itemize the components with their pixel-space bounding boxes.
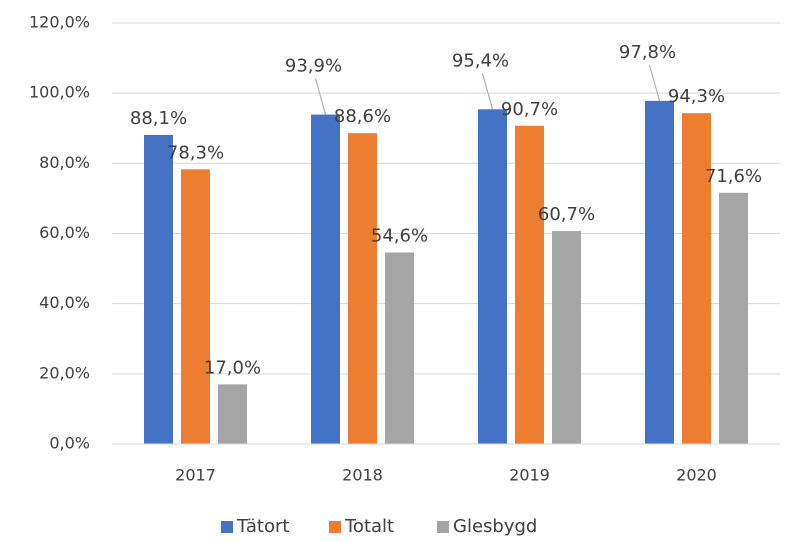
- value-label: 60,7%: [538, 204, 595, 225]
- bar: [552, 231, 581, 444]
- x-tick-label: 2017: [175, 466, 216, 485]
- bar: [311, 114, 340, 444]
- legend-label: Tätort: [236, 516, 289, 537]
- y-tick-label: 80,0%: [39, 153, 90, 172]
- value-label: 17,0%: [204, 357, 261, 378]
- bar: [385, 252, 414, 444]
- leader-line: [315, 78, 326, 115]
- legend-swatch: [221, 521, 233, 533]
- bar: [348, 133, 377, 444]
- bar: [144, 134, 173, 444]
- x-tick-label: 2019: [509, 466, 550, 485]
- value-label: 88,1%: [130, 108, 187, 129]
- value-label: 94,3%: [668, 86, 725, 107]
- value-label: 95,4%: [452, 50, 509, 71]
- legend-label: Glesbygd: [453, 516, 537, 537]
- bar: [682, 113, 711, 444]
- bar: [218, 384, 247, 444]
- bar: [181, 169, 210, 445]
- value-label: 54,6%: [371, 225, 428, 246]
- value-label: 97,8%: [619, 42, 676, 63]
- y-tick-label: 40,0%: [39, 293, 90, 312]
- x-tick-label: 2018: [342, 466, 383, 485]
- leader-line: [482, 73, 493, 110]
- legend-label: Totalt: [344, 516, 394, 537]
- bar: [719, 192, 748, 444]
- value-label: 78,3%: [167, 142, 224, 163]
- legend-swatch: [437, 521, 449, 533]
- y-tick-label: 0,0%: [49, 434, 90, 453]
- y-tick-label: 60,0%: [39, 223, 90, 242]
- legend-swatch: [329, 521, 341, 533]
- value-label: 88,6%: [334, 106, 391, 127]
- y-tick-label: 100,0%: [29, 83, 90, 102]
- y-tick-label: 120,0%: [29, 13, 90, 32]
- x-tick-label: 2020: [676, 466, 717, 485]
- bar: [515, 125, 544, 445]
- value-label: 90,7%: [501, 99, 558, 120]
- leader-line: [649, 64, 660, 102]
- value-label: 71,6%: [705, 166, 762, 187]
- y-tick-label: 20,0%: [39, 363, 90, 382]
- value-label: 93,9%: [285, 56, 342, 77]
- bar: [478, 109, 507, 445]
- bar: [645, 100, 674, 444]
